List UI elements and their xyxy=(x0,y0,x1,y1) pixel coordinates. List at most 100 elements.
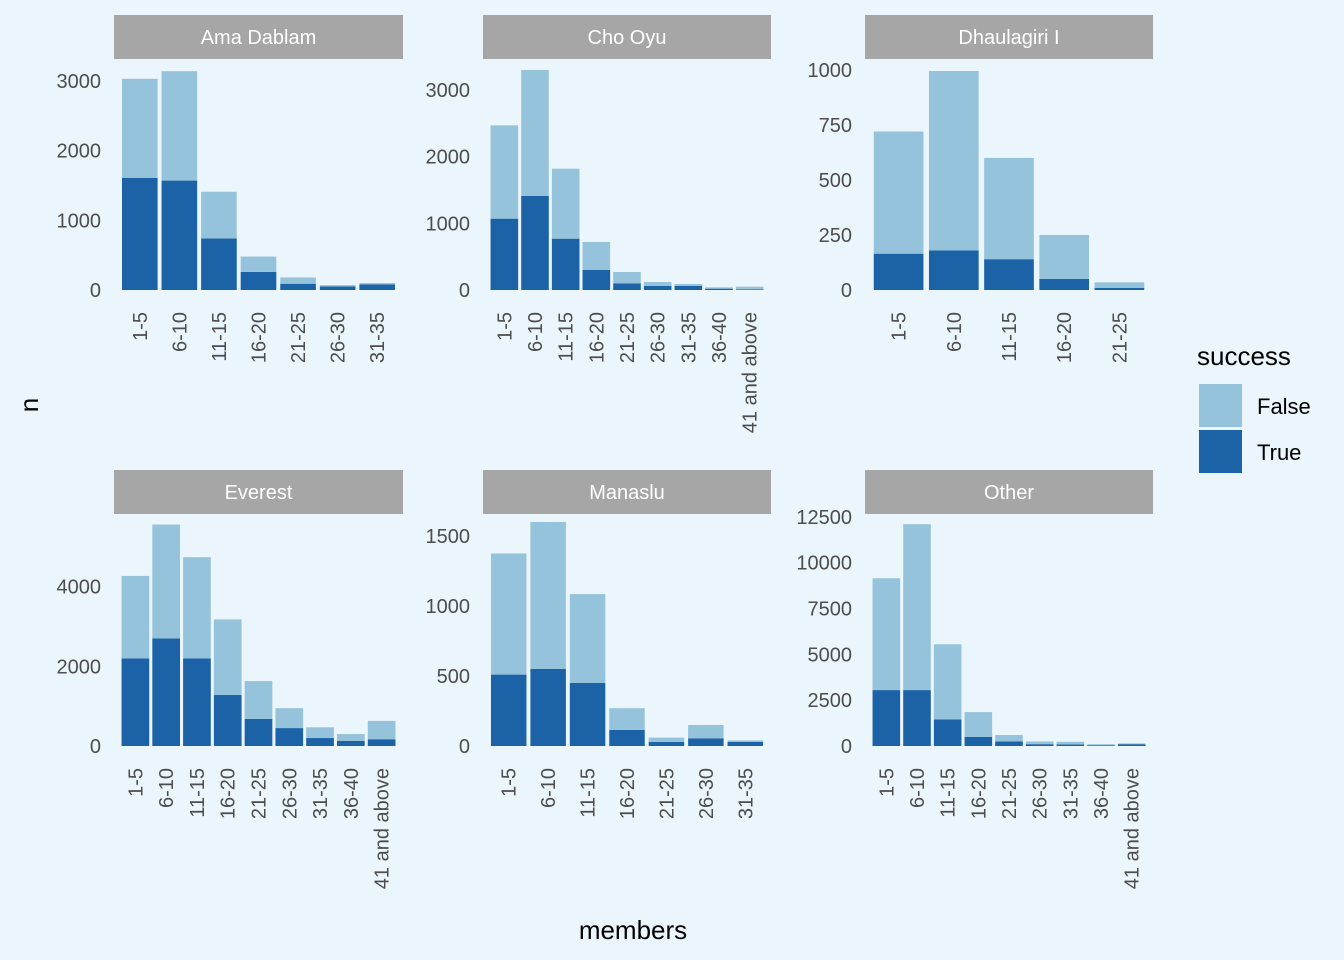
x-tick-label: 6-10 xyxy=(169,312,191,352)
legend-key-true xyxy=(1199,430,1242,473)
y-tick-label: 1000 xyxy=(426,213,471,235)
x-tick-label: 11-15 xyxy=(938,768,960,818)
facet-panel: Cho Oyu 0 1000 2000 3000 1-5 6-10 11-15 16-20 21-… xyxy=(426,15,771,433)
legend: success False True xyxy=(1197,341,1311,473)
x-axis-title: members xyxy=(579,915,687,945)
bar-true xyxy=(933,719,962,746)
x-tick-label: 36-40 xyxy=(341,768,363,819)
bar-false xyxy=(319,285,356,287)
x-tick-label: 41 and above xyxy=(372,768,394,889)
bar-true xyxy=(1039,278,1090,290)
bar-false xyxy=(933,644,962,720)
x-tick-label: 36-40 xyxy=(709,312,731,363)
bar-true xyxy=(240,271,277,290)
bar-true xyxy=(688,738,724,746)
bar-true xyxy=(648,741,685,746)
y-tick-label: 3000 xyxy=(426,80,471,102)
bar-true xyxy=(609,729,645,746)
x-tick-label: 6-10 xyxy=(944,312,966,352)
y-tick-label: 12500 xyxy=(796,507,852,529)
y-tick-label: 4000 xyxy=(57,577,102,599)
bar-true xyxy=(161,180,198,290)
x-tick-label: 31-35 xyxy=(367,312,389,363)
bar-true xyxy=(275,728,304,746)
x-tick-label: 6-10 xyxy=(538,768,560,808)
bar-false xyxy=(727,740,764,742)
bar-true xyxy=(964,736,993,746)
x-tick-label: 26-30 xyxy=(1030,768,1052,819)
bar-true xyxy=(643,286,672,290)
bar-false xyxy=(735,286,764,290)
facet-title: Everest xyxy=(225,482,293,504)
y-tick-label: 250 xyxy=(819,225,852,247)
y-tick-label: 500 xyxy=(437,666,470,688)
bar-false xyxy=(121,575,150,659)
x-tick-label: 16-20 xyxy=(617,768,639,819)
bar-false xyxy=(306,727,334,739)
x-tick-label: 16-20 xyxy=(968,768,990,819)
bar-true xyxy=(244,718,273,746)
bar-true xyxy=(551,238,580,290)
bar-true xyxy=(1094,287,1145,290)
facet-panel: Dhaulagiri I 0 250 500 750 1000 1-5 6-10 11-15 16… xyxy=(808,15,1153,363)
bar-false xyxy=(609,708,645,730)
bar-false xyxy=(1056,741,1085,745)
bar-false xyxy=(367,720,396,740)
y-tick-label: 10000 xyxy=(796,553,852,575)
legend-label-false: False xyxy=(1257,394,1311,419)
bar-true xyxy=(705,288,733,290)
facet-strip xyxy=(483,15,771,59)
facet-panel: Everest 0 2000 4000 1-5 6-10 11-15 16-20 21-25 26… xyxy=(57,470,403,889)
bar-false xyxy=(984,157,1034,260)
y-tick-label: 0 xyxy=(841,736,852,758)
bar-true xyxy=(183,658,211,746)
x-tick-label: 16-20 xyxy=(586,312,608,363)
bar-false xyxy=(201,191,237,239)
x-tick-label: 16-20 xyxy=(249,312,271,363)
facet-panel: Manaslu 0 500 1000 1500 1-5 6-10 11-15 16-20 21-2… xyxy=(426,470,771,819)
bar-false xyxy=(530,522,566,669)
bar-true xyxy=(1087,745,1115,746)
x-tick-label: 31-35 xyxy=(1060,768,1082,819)
bar-true xyxy=(490,218,519,290)
x-tick-label: 21-25 xyxy=(617,312,639,363)
bar-true xyxy=(336,740,365,746)
bar-true xyxy=(1117,744,1146,746)
y-tick-label: 750 xyxy=(819,115,852,137)
x-tick-label: 11-15 xyxy=(209,312,231,362)
x-tick-label: 1-5 xyxy=(499,768,521,797)
bar-false xyxy=(490,125,519,219)
bar-false xyxy=(490,553,527,675)
bar-false xyxy=(872,578,901,691)
facet-strip xyxy=(114,15,403,59)
bar-true xyxy=(1025,744,1054,746)
bar-false xyxy=(1094,282,1145,288)
bar-false xyxy=(569,594,606,683)
bar-true xyxy=(359,284,396,290)
x-tick-label: 31-35 xyxy=(735,768,757,819)
x-tick-label: 11-15 xyxy=(578,768,600,818)
bar-true xyxy=(306,738,334,746)
bar-true xyxy=(280,283,316,290)
bar-true xyxy=(984,259,1034,290)
bar-false xyxy=(1117,743,1146,745)
bar-true xyxy=(121,177,158,290)
bar-true xyxy=(903,690,931,746)
x-tick-label: 36-40 xyxy=(1091,768,1113,819)
x-tick-label: 21-25 xyxy=(1109,312,1131,363)
bar-false xyxy=(995,735,1023,742)
bar-false xyxy=(521,70,549,196)
facet-panel: Other 0 2500 5000 7500 10000 12500 1-5 6-10 11-15… xyxy=(796,470,1153,889)
x-tick-label: 16-20 xyxy=(218,768,240,819)
y-tick-label: 2000 xyxy=(57,656,102,678)
bar-false xyxy=(903,524,931,691)
bar-true xyxy=(530,669,566,746)
x-tick-label: 11-15 xyxy=(556,312,578,362)
bar-false xyxy=(244,681,273,719)
y-tick-label: 0 xyxy=(841,280,852,302)
x-tick-label: 21-25 xyxy=(249,768,271,819)
bar-false xyxy=(121,78,158,178)
bar-true xyxy=(674,286,703,290)
x-tick-label: 1-5 xyxy=(889,312,911,341)
